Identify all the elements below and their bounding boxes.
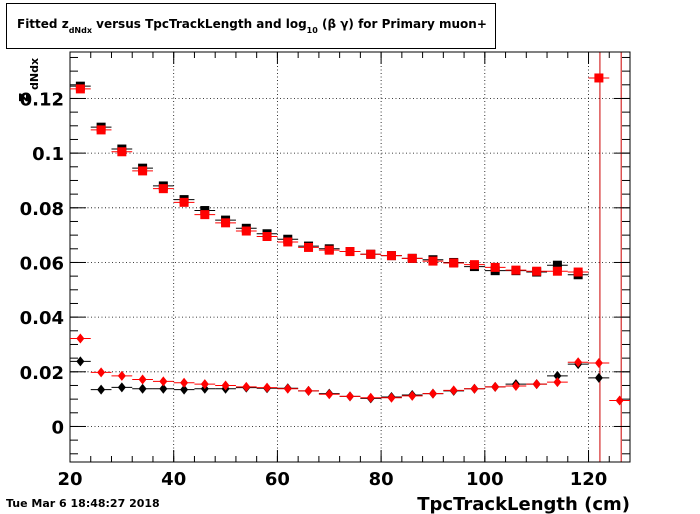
title-suffix: (β γ) for Primary muon+: [317, 17, 487, 31]
data-point-square: [449, 258, 459, 268]
data-point-diamond: [594, 358, 603, 369]
data-point-diamond: [97, 384, 106, 395]
data-point-diamond: [200, 379, 209, 390]
y-tick-label: 0.04: [20, 308, 64, 329]
y-axis-title: z dNdx: [13, 58, 41, 102]
data-point-square: [241, 226, 251, 236]
title-box: Fitted zdNdx versus TpcTrackLength and l…: [6, 3, 496, 49]
data-point-square: [407, 253, 417, 263]
axes: 20 40 60 80 100 120 0 0.02 0.04 0.06 0.08 0.1 0.12: [20, 52, 631, 490]
data-point-diamond: [428, 388, 437, 399]
data-point-diamond: [532, 379, 541, 390]
timestamp: Tue Mar 6 18:48:27 2018: [6, 497, 160, 510]
data-point-diamond: [242, 381, 251, 392]
data-point-diamond: [283, 383, 292, 394]
y-tick-label: 0.02: [20, 363, 64, 384]
data-point-diamond: [180, 377, 189, 388]
data-point-diamond: [325, 389, 334, 400]
y-axis-title-sub: dNdx: [28, 58, 41, 90]
data-point-diamond: [346, 391, 354, 402]
data-point-square: [469, 260, 479, 270]
data-point-diamond: [180, 384, 189, 395]
data-point-square: [366, 249, 376, 259]
data-point-square: [345, 247, 355, 257]
y-tick-label: 0.12: [20, 89, 64, 110]
data-point-square: [117, 147, 127, 157]
x-axis-title: TpcTrackLength (cm): [417, 494, 630, 514]
data-point-diamond: [76, 333, 85, 344]
data-point-square: [138, 166, 148, 176]
data-point-square: [573, 267, 583, 277]
data-point-diamond: [553, 377, 562, 388]
data-point-diamond: [615, 395, 624, 406]
x-tick-label: 80: [369, 469, 394, 490]
y-tick-label: 0: [51, 417, 64, 438]
x-tick-label: 40: [161, 469, 186, 490]
grid-lines: [70, 52, 630, 462]
data-point-diamond: [470, 383, 479, 394]
data-point-diamond: [366, 392, 375, 403]
data-point-diamond: [387, 392, 396, 403]
data-point-square: [179, 197, 189, 207]
data-point-diamond: [221, 380, 230, 391]
data-point-square: [552, 260, 562, 270]
data-point-square: [75, 84, 85, 94]
title-middle: versus TpcTrackLength and log: [92, 17, 307, 31]
plot-frame: [69, 51, 631, 463]
y-tick-label: 0.1: [32, 144, 64, 165]
data-markers: [70, 73, 630, 406]
title-subscript: dNdx: [68, 26, 92, 35]
data-point-diamond: [117, 370, 126, 381]
data-point-diamond: [574, 357, 583, 368]
data-point-square: [552, 266, 562, 276]
data-point-diamond: [511, 381, 520, 392]
data-point-square: [283, 237, 293, 247]
data-point-square: [428, 256, 438, 266]
data-point-square: [532, 266, 542, 276]
x-tick-label: 120: [570, 469, 608, 490]
data-point-diamond: [159, 383, 168, 394]
data-point-diamond: [408, 390, 417, 401]
data-point-square: [221, 218, 231, 228]
data-point-square: [490, 262, 500, 272]
data-point-diamond: [138, 374, 147, 385]
title-subscript-log: 10: [306, 26, 318, 35]
data-point-diamond: [159, 376, 168, 387]
data-point-diamond: [76, 356, 85, 367]
data-point-diamond: [553, 370, 562, 381]
data-point-diamond: [594, 372, 603, 383]
data-point-square: [324, 245, 334, 255]
data-point-square: [386, 251, 396, 261]
data-point-diamond: [97, 367, 106, 378]
data-point-diamond: [304, 385, 313, 396]
vertical-marker-lines: [599, 52, 622, 462]
y-axis-title-main: z: [13, 93, 32, 102]
data-point-diamond: [263, 382, 272, 393]
title-prefix: Fitted z: [17, 17, 69, 31]
x-tick-label: 100: [466, 469, 504, 490]
data-point-square: [511, 265, 521, 275]
data-point-square: [200, 210, 210, 220]
data-point-square: [96, 125, 106, 135]
data-point-square: [594, 73, 604, 83]
data-point-square: [158, 184, 168, 194]
data-point-diamond: [449, 385, 458, 396]
x-tick-label: 20: [57, 469, 82, 490]
chart-title: Fitted zdNdx versus TpcTrackLength and l…: [17, 17, 487, 35]
data-point-diamond: [117, 382, 126, 393]
y-tick-label: 0.06: [20, 253, 64, 274]
data-point-diamond: [138, 383, 147, 394]
data-point-square: [262, 232, 272, 241]
x-tick-label: 60: [265, 469, 290, 490]
data-point-diamond: [491, 381, 500, 392]
data-point-square: [304, 242, 314, 252]
y-tick-label: 0.08: [20, 199, 64, 220]
